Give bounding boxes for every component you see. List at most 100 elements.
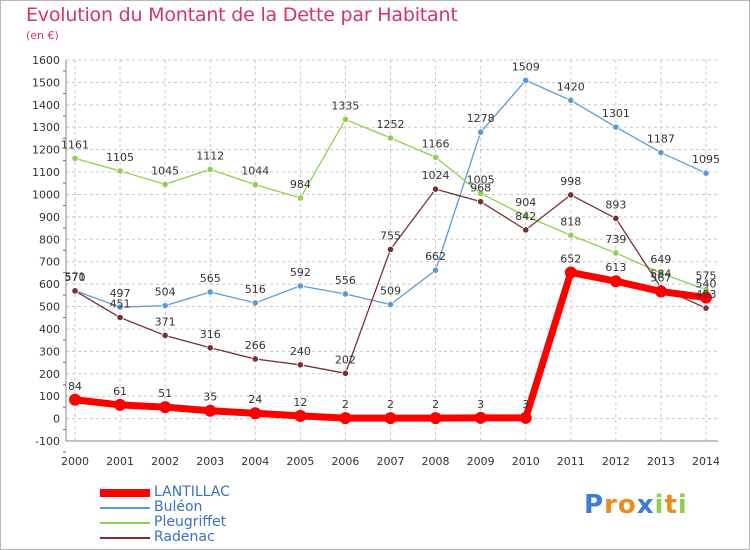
data-label: 649 <box>650 253 671 266</box>
data-label: 1252 <box>377 118 405 131</box>
data-point <box>474 411 487 424</box>
data-point <box>386 245 395 253</box>
legend-item-pleugriffet: Pleugriffet <box>100 514 360 530</box>
y-tick-label: 600 <box>39 278 60 291</box>
data-point <box>657 269 665 277</box>
y-tick-label: -100 <box>35 435 60 448</box>
data-label: 51 <box>158 387 172 400</box>
x-tick-label: 2007 <box>377 455 405 468</box>
data-label: 1420 <box>557 80 585 93</box>
x-tick-label: 2004 <box>241 455 269 468</box>
data-label: 904 <box>515 196 536 209</box>
data-point <box>431 266 440 274</box>
data-label: 984 <box>290 178 311 191</box>
logo-letter: x <box>636 490 655 520</box>
y-tick-label: 100 <box>39 390 60 403</box>
data-point <box>339 412 352 425</box>
legend-swatch-pleugriffet <box>100 522 150 524</box>
legend-swatch-lantillac <box>100 489 150 497</box>
x-tick-label: 2002 <box>151 455 179 468</box>
data-label: 1044 <box>241 165 269 178</box>
legend-swatch-radenac <box>100 537 150 539</box>
data-label: 652 <box>560 252 581 265</box>
x-tick-label: 2006 <box>331 455 359 468</box>
data-point <box>477 198 485 206</box>
data-point <box>386 134 395 142</box>
data-point <box>386 300 395 309</box>
chart-unit: (en €) <box>26 29 59 42</box>
data-label: 893 <box>605 198 626 211</box>
data-point <box>69 393 81 406</box>
data-label: 24 <box>248 393 262 406</box>
data-point <box>294 409 307 422</box>
data-point <box>206 165 214 173</box>
data-point <box>702 304 710 312</box>
logo-letter: i <box>677 490 688 520</box>
data-point <box>477 189 485 197</box>
data-label: 1187 <box>647 133 675 146</box>
data-point <box>522 226 530 234</box>
legend-label-lantillac: LANTILLAC <box>154 484 230 500</box>
data-point <box>612 123 620 131</box>
data-label: 3 <box>477 398 484 411</box>
data-label: 371 <box>155 315 176 328</box>
data-point <box>657 148 665 157</box>
data-label: 818 <box>560 215 581 228</box>
data-point <box>609 275 622 288</box>
y-tick-label: 1500 <box>32 76 60 89</box>
data-label: 968 <box>470 182 491 195</box>
data-label: 1509 <box>512 60 540 73</box>
data-label: 266 <box>245 339 266 352</box>
y-tick-label: 400 <box>39 323 60 336</box>
y-tick-label: 1300 <box>32 121 60 134</box>
data-point <box>477 128 485 136</box>
data-label: 202 <box>335 353 356 366</box>
x-tick-label: 2008 <box>422 455 450 468</box>
x-tick-label: 2009 <box>467 455 495 468</box>
data-point <box>519 411 532 424</box>
data-label: 575 <box>696 270 717 283</box>
data-point <box>564 266 577 279</box>
legend-item-lantillac: LANTILLAC <box>100 484 360 500</box>
data-label: 493 <box>696 288 717 301</box>
x-tick-label: 2000 <box>61 455 89 468</box>
data-label: 1278 <box>467 112 495 125</box>
data-label: 2 <box>432 398 439 411</box>
y-tick-label: 1100 <box>32 166 60 179</box>
data-point <box>206 344 214 352</box>
logo-letter: i <box>654 490 665 520</box>
data-label: 316 <box>200 328 221 341</box>
x-tick-label: 2003 <box>196 455 224 468</box>
data-label: 1045 <box>151 164 179 177</box>
data-point <box>654 285 667 298</box>
x-tick-label: 2013 <box>647 455 675 468</box>
legend-swatch-buleon <box>100 507 150 509</box>
legend-label-pleugriffet: Pleugriffet <box>154 514 227 530</box>
data-label: 556 <box>335 274 356 287</box>
data-point <box>612 214 620 223</box>
data-label: 1005 <box>467 173 495 186</box>
data-label: 516 <box>245 283 266 296</box>
data-label: 3 <box>522 398 529 411</box>
logo-letter: t <box>664 490 678 520</box>
y-tick-label: 200 <box>39 368 60 381</box>
data-label: 1166 <box>422 137 450 150</box>
y-tick-label: 1600 <box>32 54 60 67</box>
data-label: 1301 <box>602 107 630 120</box>
data-point <box>700 291 712 304</box>
data-point <box>116 313 124 322</box>
data-label: 592 <box>290 266 311 279</box>
data-point <box>296 361 304 369</box>
y-tick-label: 800 <box>39 233 60 246</box>
data-label: 1105 <box>106 151 134 164</box>
data-point <box>249 407 262 420</box>
data-label: 1112 <box>196 149 224 162</box>
data-point <box>116 167 124 175</box>
data-point <box>702 169 710 177</box>
data-point <box>431 153 440 161</box>
data-label: 12 <box>293 396 307 409</box>
data-label: 755 <box>380 229 401 242</box>
data-label: 84 <box>68 380 82 393</box>
data-label: 842 <box>515 210 536 223</box>
data-point <box>612 249 620 257</box>
